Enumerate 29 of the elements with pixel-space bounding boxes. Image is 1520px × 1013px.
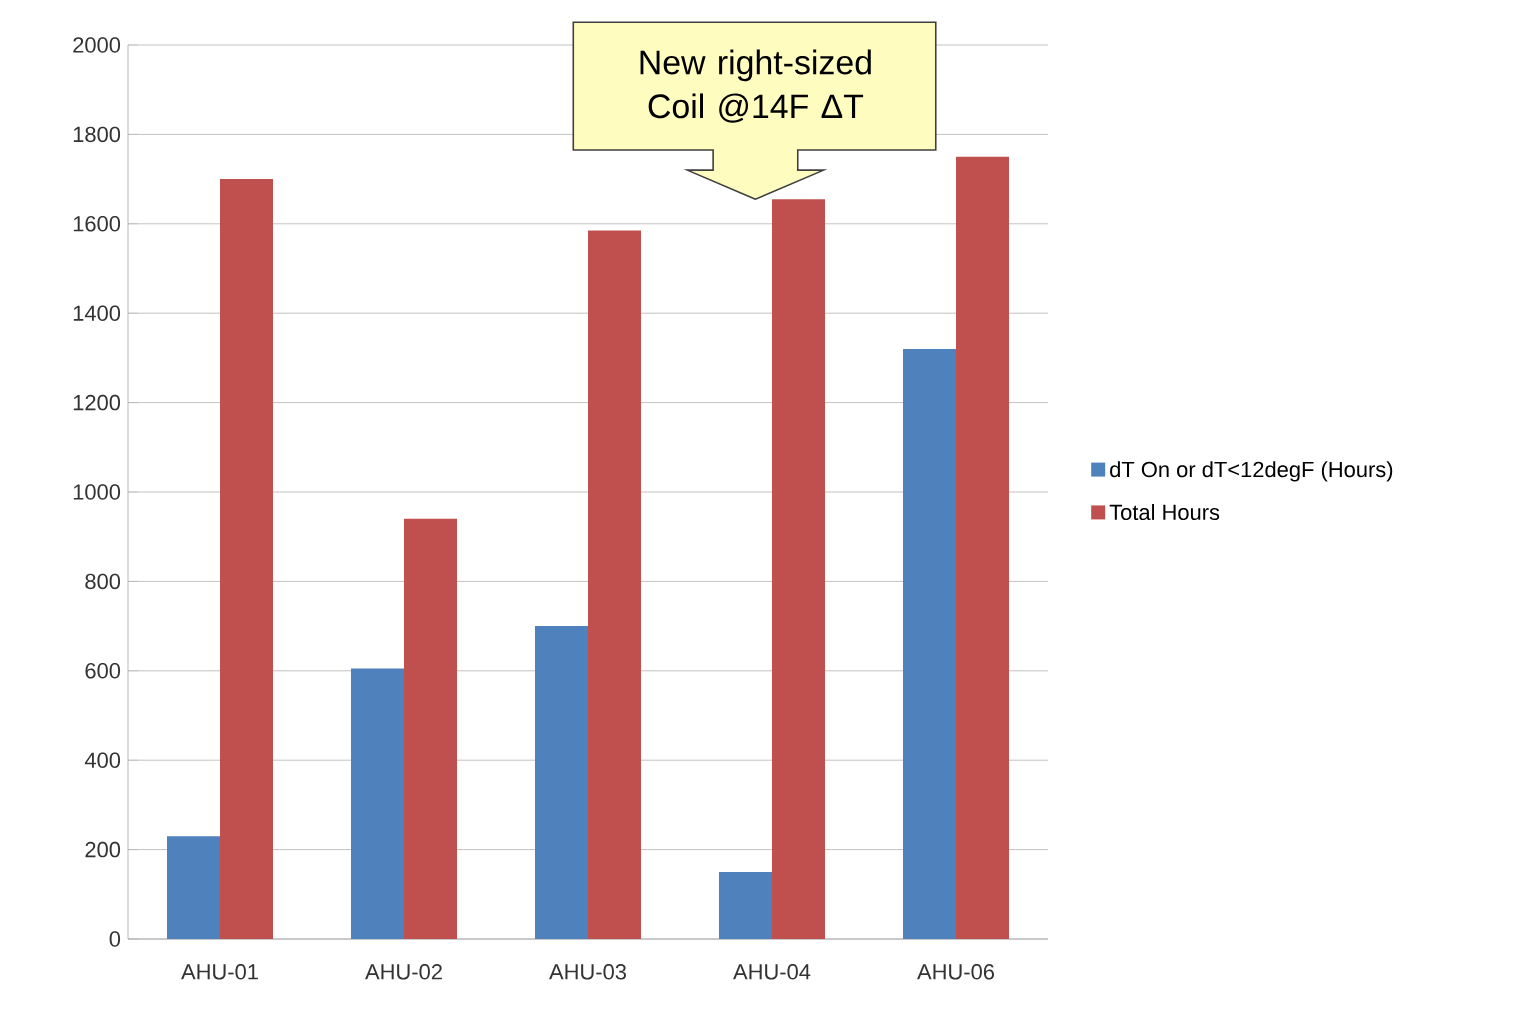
bar xyxy=(535,626,589,939)
annotation: New right-sized Coil @14F ΔT xyxy=(640,49,871,123)
x-tick-label: AHU-06 xyxy=(917,964,994,980)
y-tick-label: 1400 xyxy=(73,305,121,321)
y-tick-label: 1000 xyxy=(73,484,121,500)
bar xyxy=(351,668,405,939)
legend-label: dT On or dT<12degF (Hours) xyxy=(1110,461,1393,482)
bar xyxy=(772,199,826,939)
x-tick-label: AHU-03 xyxy=(549,964,626,980)
bar xyxy=(220,179,273,939)
x-tick-label: AHU-02 xyxy=(365,964,442,980)
y-tick-label: 800 xyxy=(85,573,121,590)
y-tick-label: 0 xyxy=(109,931,121,947)
bar xyxy=(404,518,458,939)
y-tick-label: 1800 xyxy=(73,126,121,143)
y-tick-label: 400 xyxy=(84,752,121,768)
x-tick-label: AHU-04 xyxy=(733,964,811,980)
bar xyxy=(719,871,773,939)
legend-label: Total Hours xyxy=(1109,503,1220,521)
bar xyxy=(588,230,642,939)
bar xyxy=(956,156,1010,939)
y-tick-label: 200 xyxy=(85,841,121,858)
bar xyxy=(167,836,220,939)
y-tick-label: 1600 xyxy=(73,216,121,232)
bar xyxy=(903,348,957,939)
y-tick-label: 2000 xyxy=(73,37,121,53)
x-tick-label: AHU-01 xyxy=(181,964,258,980)
y-tick-label: 1200 xyxy=(73,394,121,411)
y-tick-label: 600 xyxy=(85,663,121,679)
